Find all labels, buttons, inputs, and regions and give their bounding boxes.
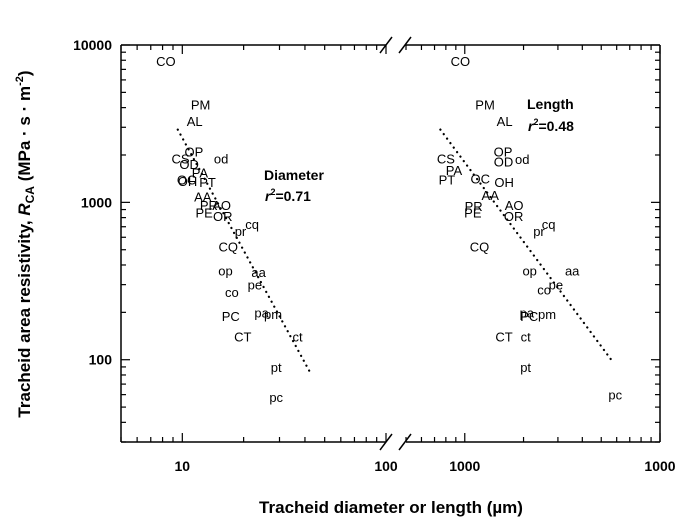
x-tick-label: 100 — [374, 458, 398, 474]
point-label: PE — [464, 206, 482, 221]
point-label: CQ — [470, 239, 490, 254]
point-label: PR — [465, 199, 483, 214]
y-axis-title-units-exp: -2 — [14, 76, 26, 86]
y-tick-label: 1000 — [81, 194, 112, 210]
point-label: OC — [177, 172, 197, 187]
annotation-diameter-r2-prefix: r — [265, 188, 272, 204]
point-label: PT — [199, 175, 216, 190]
point-label: od — [515, 152, 529, 167]
point-label: OD — [179, 157, 199, 172]
point-label: pc — [608, 388, 622, 403]
plot-frame — [120, 44, 661, 443]
point-label: pt — [520, 360, 531, 375]
point-label: CQ — [218, 239, 238, 254]
point-label: cq — [245, 217, 259, 232]
point-label: ct — [521, 330, 532, 345]
y-tick-label: 10000 — [73, 37, 112, 53]
point-label: OP — [185, 145, 204, 160]
annotation-length-r2-exp: 2 — [533, 117, 538, 127]
point-label: PE — [195, 206, 213, 221]
point-label: cq — [542, 217, 556, 232]
tick-labels: 100 1000 10000 10 100 1000 1000 — [73, 37, 676, 474]
point-label: pt — [271, 360, 282, 375]
point-label: OH — [178, 174, 198, 189]
point-label: AO — [212, 198, 231, 213]
point-label: pa — [254, 305, 269, 320]
point-label: CS — [171, 151, 189, 166]
point-label: OR — [213, 209, 233, 224]
axis-ticks — [120, 44, 661, 443]
point-label: OC — [470, 171, 490, 186]
axis-break-top-b — [398, 36, 412, 54]
y-axis-title-units-close: ) — [15, 70, 34, 76]
x-tick-label: 10 — [175, 458, 191, 474]
point-label: CT — [495, 330, 512, 345]
y-tick-label: 100 — [89, 352, 113, 368]
annotation-length-r2: r2=0.48 — [528, 117, 574, 134]
point-label: PC — [222, 309, 240, 324]
point-label: AA — [194, 189, 212, 204]
y-axis-title-symbol: R — [15, 203, 34, 216]
point-label: ct — [293, 330, 304, 345]
point-label: op — [218, 263, 232, 278]
point-label: PM — [191, 97, 211, 112]
point-label: pa — [520, 305, 535, 320]
annotation-length-r2-prefix: r — [528, 118, 535, 134]
point-label: pe — [549, 278, 563, 293]
point-label: AL — [187, 114, 203, 129]
point-label: PC — [520, 309, 538, 324]
axis-break-bottom-b — [398, 433, 412, 451]
point-label: pm — [264, 307, 282, 322]
point-label: PA — [192, 165, 209, 180]
point-label: OH — [494, 175, 514, 190]
point-label: AA — [482, 188, 500, 203]
point-label: PM — [475, 97, 495, 112]
point-label: pe — [248, 278, 262, 293]
fit-line-diameter — [176, 128, 311, 372]
point-label: pc — [269, 390, 283, 405]
y-axis-title: Tracheid area resistivity, RCA (MPa · s … — [14, 70, 37, 417]
annotation-diameter-r2: r2=0.71 — [265, 187, 311, 204]
fit-line-length — [439, 128, 615, 365]
annotation-diameter-r2-value: =0.71 — [275, 188, 311, 204]
x-tick-label: 1000 — [449, 458, 480, 474]
point-label: aa — [251, 265, 266, 280]
point-label: AO — [505, 198, 524, 213]
point-label: pr — [235, 224, 247, 239]
x-axis-title: Tracheid diameter or length (µm) — [259, 498, 523, 517]
annotation-diameter-title: Diameter — [264, 167, 324, 183]
point-label: od — [214, 151, 228, 166]
point-label: PT — [439, 172, 456, 187]
point-label: co — [225, 285, 239, 300]
y-axis-title-main: Tracheid area resistivity, — [15, 216, 34, 418]
fit-lines — [176, 128, 615, 372]
annotation-diameter-r2-exp: 2 — [270, 187, 275, 197]
y-axis-title-units: (MPa · s · m — [15, 86, 34, 186]
point-label: op — [522, 263, 536, 278]
point-label: PR — [200, 198, 218, 213]
point-label: aa — [565, 263, 580, 278]
point-label: OD — [494, 154, 514, 169]
annotation-length-r2-value: =0.48 — [538, 118, 574, 134]
point-label: pr — [533, 224, 545, 239]
point-label: PA — [446, 163, 463, 178]
y-axis-title-subscript: CA — [23, 186, 37, 204]
point-label: OR — [504, 209, 524, 224]
point-label: co — [537, 282, 551, 297]
point-label: OP — [494, 145, 513, 160]
point-label: AL — [497, 114, 513, 129]
point-label: CS — [437, 151, 455, 166]
point-label: CT — [234, 330, 251, 345]
point-label: CO — [451, 54, 471, 69]
annotation-length-title: Length — [527, 96, 574, 112]
x-tick-label: 1000 — [644, 458, 675, 474]
point-label: CO — [156, 54, 176, 69]
point-label: pm — [538, 307, 556, 322]
